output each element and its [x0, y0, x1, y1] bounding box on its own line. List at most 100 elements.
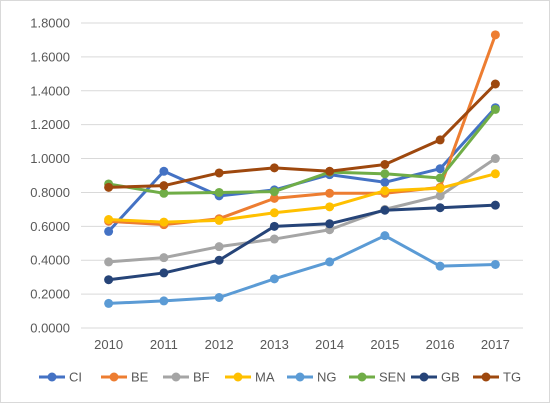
- data-point: [159, 217, 169, 227]
- legend-item: BF: [163, 370, 210, 385]
- data-point: [325, 188, 335, 198]
- data-point: [104, 215, 114, 225]
- data-point: [490, 169, 500, 179]
- legend-marker: [295, 372, 305, 382]
- legend-marker: [171, 372, 181, 382]
- y-tick-label: 1.0000: [30, 151, 70, 166]
- legend-marker: [109, 372, 119, 382]
- data-point: [490, 79, 500, 89]
- y-tick-label: 0.8000: [30, 185, 70, 200]
- legend-label: NG: [317, 370, 337, 385]
- x-tick-label: 2010: [94, 337, 123, 352]
- y-tick-label: 1.6000: [30, 49, 70, 64]
- legend-marker: [481, 372, 491, 382]
- x-tick-label: 2013: [260, 337, 289, 352]
- data-point: [159, 296, 169, 306]
- data-point: [214, 215, 224, 225]
- legend-marker: [357, 372, 367, 382]
- data-point: [269, 234, 279, 244]
- legend-item: MA: [225, 370, 275, 385]
- data-point: [380, 177, 390, 187]
- series-lines: [104, 30, 500, 308]
- legend-label: GB: [441, 370, 460, 385]
- data-point: [159, 253, 169, 263]
- series-line: [107, 203, 497, 282]
- data-point: [159, 188, 169, 198]
- data-point: [214, 168, 224, 178]
- legend-label: SEN: [379, 370, 406, 385]
- data-point: [435, 261, 445, 271]
- legend-item: TG: [473, 370, 521, 385]
- series-ma: [104, 169, 500, 227]
- data-point: [159, 268, 169, 278]
- data-point: [159, 181, 169, 191]
- data-point: [435, 173, 445, 183]
- legend-marker: [233, 372, 243, 382]
- data-point: [214, 255, 224, 265]
- series-gb: [104, 200, 500, 285]
- y-tick-label: 1.2000: [30, 117, 70, 132]
- data-point: [435, 191, 445, 201]
- legend-marker: [47, 372, 57, 382]
- data-point: [269, 163, 279, 173]
- legend: CI BE BF MA NG SEN GB TG: [39, 370, 521, 385]
- data-point: [104, 182, 114, 192]
- data-point: [269, 193, 279, 203]
- legend-label: CI: [69, 370, 82, 385]
- y-tick-label: 1.4000: [30, 83, 70, 98]
- data-point: [435, 183, 445, 193]
- data-point: [325, 166, 335, 176]
- data-point: [269, 208, 279, 218]
- legend-label: TG: [503, 370, 521, 385]
- data-point: [104, 298, 114, 308]
- x-tick-label: 2012: [205, 337, 234, 352]
- y-tick-label: 0.0000: [30, 321, 70, 336]
- data-point: [325, 257, 335, 267]
- y-tick-label: 0.6000: [30, 219, 70, 234]
- series-line: [107, 172, 497, 224]
- legend-label: BE: [131, 370, 149, 385]
- data-point: [104, 226, 114, 236]
- data-point: [435, 135, 445, 145]
- data-point: [490, 259, 500, 269]
- data-point: [269, 187, 279, 197]
- data-point: [490, 30, 500, 40]
- x-tick-label: 2016: [426, 337, 455, 352]
- data-point: [269, 221, 279, 231]
- x-axis-tick-labels: 2010 2011 2012 2013 2014 2015 2016 2017: [94, 337, 510, 352]
- data-point: [490, 200, 500, 210]
- data-point: [104, 275, 114, 285]
- series-line: [107, 82, 497, 189]
- data-point: [435, 164, 445, 174]
- legend-item: NG: [287, 370, 337, 385]
- x-tick-label: 2017: [481, 337, 510, 352]
- data-point: [325, 219, 335, 229]
- x-tick-label: 2015: [370, 337, 399, 352]
- data-point: [380, 205, 390, 215]
- x-tick-label: 2014: [315, 337, 344, 352]
- legend-item: CI: [39, 370, 82, 385]
- y-tick-label: 0.2000: [30, 287, 70, 302]
- data-point: [104, 257, 114, 267]
- data-point: [380, 231, 390, 241]
- grid-lines: [81, 22, 523, 329]
- x-tick-label: 2011: [150, 337, 178, 352]
- y-axis-tick-labels: 0.0000 0.2000 0.4000 0.6000 0.8000 1.0000 1.20…: [30, 16, 70, 336]
- data-point: [269, 274, 279, 284]
- data-point: [435, 203, 445, 213]
- data-point: [380, 186, 390, 196]
- series-tg: [104, 79, 500, 192]
- legend-marker: [419, 372, 429, 382]
- series-line: [107, 157, 497, 264]
- series-line: [107, 234, 497, 305]
- legend-label: BF: [193, 370, 210, 385]
- data-point: [214, 187, 224, 197]
- data-point: [214, 242, 224, 252]
- data-point: [159, 166, 169, 176]
- legend-item: SEN: [349, 370, 406, 385]
- series-line: [107, 107, 497, 195]
- legend-item: GB: [411, 370, 460, 385]
- y-tick-label: 0.4000: [30, 253, 70, 268]
